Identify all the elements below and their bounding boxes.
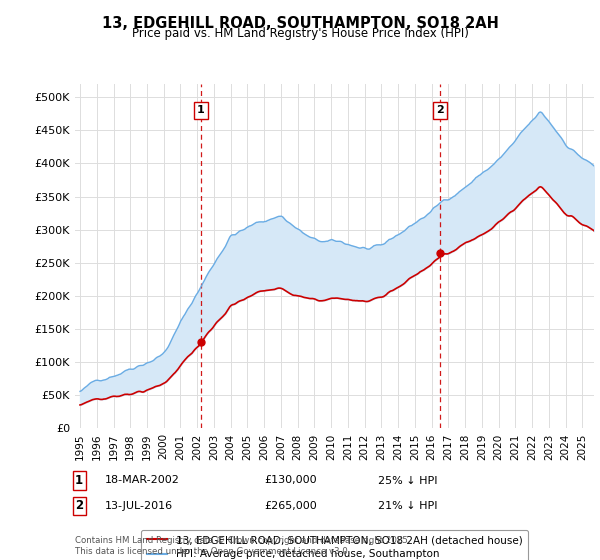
Text: 2: 2 xyxy=(75,499,83,512)
Text: £130,000: £130,000 xyxy=(264,475,317,486)
Text: 18-MAR-2002: 18-MAR-2002 xyxy=(105,475,180,486)
Text: 1: 1 xyxy=(197,105,205,115)
Text: 13-JUL-2016: 13-JUL-2016 xyxy=(105,501,173,511)
Text: 21% ↓ HPI: 21% ↓ HPI xyxy=(378,501,437,511)
Text: 1: 1 xyxy=(75,474,83,487)
Text: £265,000: £265,000 xyxy=(264,501,317,511)
Legend: 13, EDGEHILL ROAD, SOUTHAMPTON, SO18 2AH (detached house), HPI: Average price, d: 13, EDGEHILL ROAD, SOUTHAMPTON, SO18 2AH… xyxy=(142,530,527,560)
Text: Contains HM Land Registry data © Crown copyright and database right 2025.
This d: Contains HM Land Registry data © Crown c… xyxy=(75,536,410,556)
Text: Price paid vs. HM Land Registry's House Price Index (HPI): Price paid vs. HM Land Registry's House … xyxy=(131,27,469,40)
Text: 25% ↓ HPI: 25% ↓ HPI xyxy=(378,475,437,486)
Text: 2: 2 xyxy=(437,105,445,115)
Text: 13, EDGEHILL ROAD, SOUTHAMPTON, SO18 2AH: 13, EDGEHILL ROAD, SOUTHAMPTON, SO18 2AH xyxy=(101,16,499,31)
